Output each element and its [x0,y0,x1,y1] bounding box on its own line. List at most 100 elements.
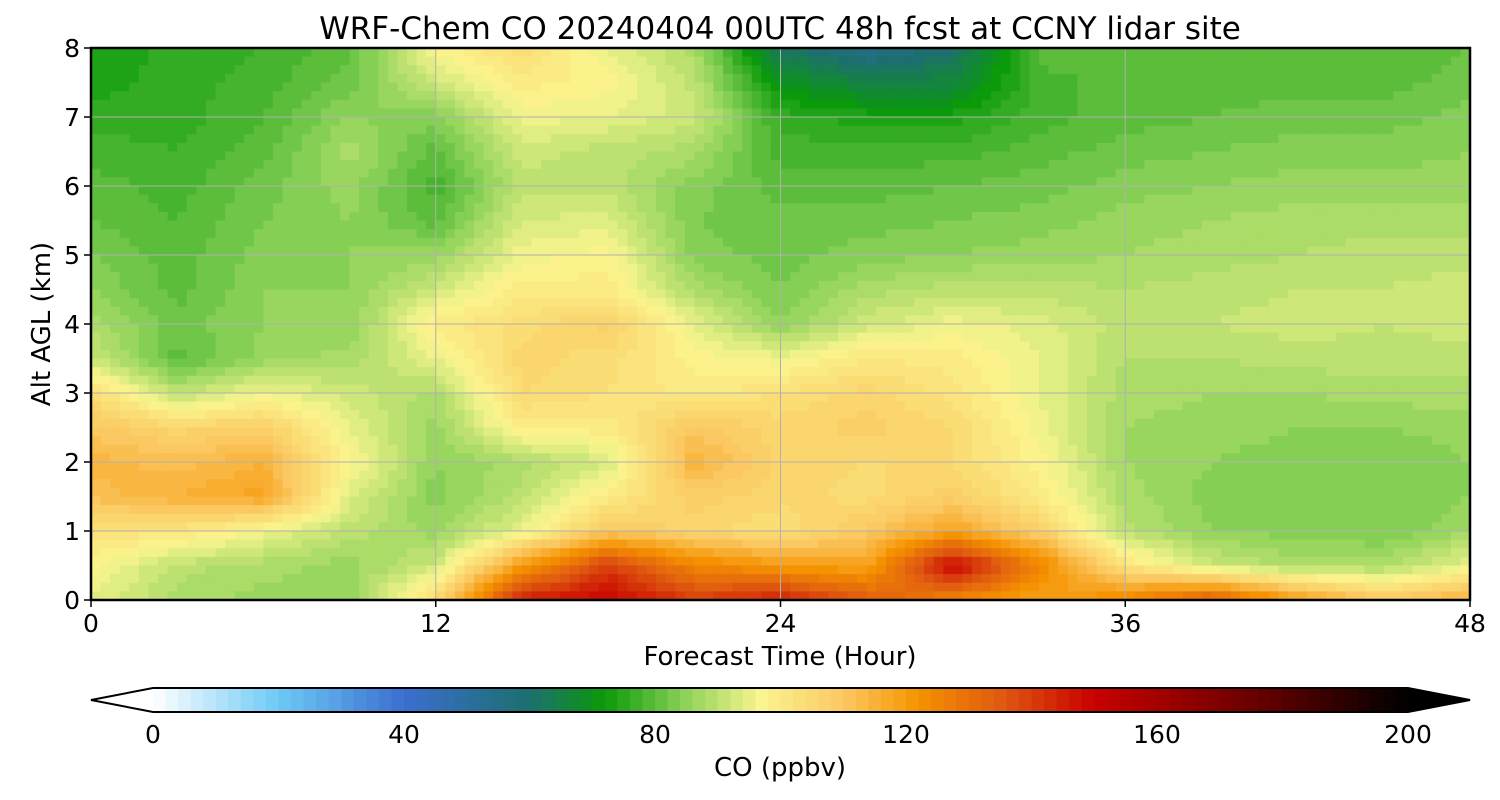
heatmap-cell [1019,177,1031,187]
heatmap-cell [1086,255,1098,265]
heatmap-cell [847,56,858,66]
heatmap-cell [1431,151,1442,161]
heatmap-cell [1115,108,1126,118]
heatmap-cell [234,134,245,144]
heatmap-cell [588,160,600,170]
heatmap-cell [1058,134,1069,144]
heatmap-cell [119,56,130,66]
heatmap-cell [1182,280,1193,291]
heatmap-cell [914,177,925,187]
heatmap-cell [1192,272,1203,282]
heatmap-cell [435,220,446,230]
heatmap-cell [952,91,964,101]
heatmap-cell [1345,203,1356,213]
heatmap-cell [646,237,657,247]
heatmap-cell [981,168,992,178]
heatmap-cell [1422,142,1433,153]
heatmap-cell [1134,82,1146,92]
heatmap-cell [1335,48,1347,58]
heatmap-cell [1173,91,1184,101]
heatmap-cell [1067,211,1078,222]
heatmap-cell [991,134,1002,144]
heatmap-cell [186,99,197,109]
heatmap-cell [359,125,370,135]
heatmap-cell [1335,108,1347,118]
heatmap-cell [675,211,686,222]
heatmap-cell [416,298,427,308]
heatmap-cell [148,280,159,291]
heatmap-cell [1450,117,1462,127]
heatmap-cell [952,65,964,75]
heatmap-cell [454,203,466,213]
heatmap-cell [301,203,312,213]
heatmap-cell [560,73,571,84]
heatmap-cell [158,168,169,178]
heatmap-cell [790,117,801,127]
heatmap-cell [225,203,236,213]
heatmap-cell [981,255,992,265]
heatmap-cell [263,220,274,230]
heatmap-cell [272,280,284,291]
heatmap-cell [330,56,341,66]
heatmap-cell [167,306,178,316]
heatmap-cell [675,168,686,178]
heatmap-cell [1431,246,1442,256]
heatmap-cell [1029,255,1040,265]
heatmap-cell [560,168,571,178]
heatmap-cell [1201,151,1213,161]
heatmap-cell [1230,263,1241,273]
heatmap-cell [1374,142,1385,153]
heatmap-cell [1192,48,1203,58]
heatmap-cell [1182,255,1193,265]
heatmap-cell [1450,99,1462,109]
heatmap-cell [895,134,906,144]
heatmap-cell [1153,263,1165,273]
heatmap-cell [292,177,303,187]
heatmap-cell [502,168,513,178]
heatmap-cell [445,220,456,230]
heatmap-cell [1077,211,1088,222]
heatmap-cell [1345,255,1356,265]
heatmap-cell [91,298,102,308]
heatmap-cell [1067,91,1078,101]
heatmap-cell [799,160,810,170]
heatmap-cell [244,341,255,351]
heatmap-cell [1316,272,1327,282]
heatmap-cell [962,65,973,75]
heatmap-cell [1364,142,1375,153]
heatmap-cell [608,160,619,170]
heatmap-cell [608,99,619,109]
heatmap-cell [1144,82,1155,92]
heatmap-cell [177,211,188,222]
heatmap-cell [1163,168,1174,178]
heatmap-cell [1201,117,1213,127]
heatmap-cell [675,48,686,58]
heatmap-cell [1249,289,1260,299]
heatmap-cell [1393,220,1404,230]
heatmap-cell [119,246,130,256]
heatmap-cell [1374,211,1385,222]
heatmap-cell [1431,306,1442,316]
heatmap-cell [1192,220,1203,230]
heatmap-cell [617,125,628,135]
heatmap-cell [129,73,140,84]
heatmap-cell [608,324,619,334]
heatmap-cell [1221,48,1232,58]
heatmap-cell [608,56,619,66]
heatmap-cell [474,194,485,204]
heatmap-cell [1058,246,1069,256]
heatmap-cell [426,99,437,109]
heatmap-cell [531,289,542,299]
heatmap-cell [1307,56,1318,66]
heatmap-cell [981,151,992,161]
heatmap-cell [129,220,140,230]
heatmap-cell [416,108,427,118]
heatmap-cell [1010,134,1021,144]
heatmap-cell [991,255,1002,265]
heatmap-cell [1316,289,1327,299]
heatmap-cell [991,341,1002,351]
heatmap-cell [828,263,839,273]
heatmap-cell [1460,56,1470,66]
heatmap-cell [675,237,686,247]
